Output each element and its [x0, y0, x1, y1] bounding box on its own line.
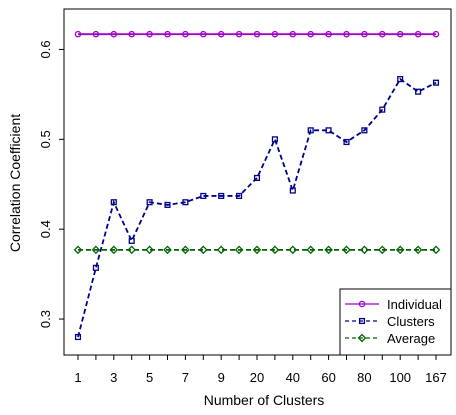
series-average [73, 245, 441, 255]
data-point [235, 30, 243, 38]
legend-item-average: Average [345, 331, 435, 346]
data-point [271, 30, 279, 38]
data-point [127, 245, 137, 255]
data-point [396, 30, 404, 38]
data-point [306, 245, 316, 255]
data-point [91, 245, 101, 255]
data-point [325, 30, 332, 38]
x-tick-label: 80 [357, 370, 371, 385]
data-point [200, 30, 207, 38]
x-tick-label: 20 [250, 370, 264, 385]
data-point [128, 237, 135, 244]
data-point [288, 245, 298, 255]
data-point [431, 245, 441, 255]
series-clusters [74, 76, 440, 341]
x-tick-label: 5 [146, 370, 153, 385]
data-point [343, 30, 350, 38]
legend-box [339, 288, 452, 356]
data-point [110, 199, 117, 206]
x-axis-title: Number of Clusters [204, 392, 325, 408]
data-point [74, 333, 82, 341]
data-point [200, 192, 207, 199]
legend-label: Clusters [387, 314, 435, 329]
data-point [198, 245, 208, 255]
data-point [343, 138, 350, 146]
data-point [145, 245, 154, 255]
y-tick-label: 0.5 [38, 130, 53, 148]
data-point [413, 245, 423, 255]
data-point [128, 30, 135, 38]
data-point [110, 30, 118, 38]
y-tick-label: 0.3 [38, 310, 53, 328]
data-point [163, 245, 172, 255]
data-point [361, 30, 368, 38]
y-axis-title: Correlation Coefficient [7, 114, 23, 252]
data-point [92, 264, 99, 271]
x-tick-label: 100 [389, 370, 411, 385]
legend-item-clusters: Clusters [345, 314, 435, 329]
data-point [253, 30, 261, 38]
data-point [74, 30, 82, 38]
data-point [164, 30, 171, 38]
data-point [234, 245, 244, 255]
data-point [181, 245, 190, 255]
data-point [216, 245, 226, 255]
legend-label: Individual [387, 297, 442, 312]
data-point [289, 187, 296, 194]
data-point [360, 245, 369, 255]
y-tick-label: 0.6 [38, 40, 53, 58]
data-point [109, 245, 119, 255]
data-point [432, 79, 440, 86]
y-axis: 0.3 0.4 0.5 0.6 [38, 40, 64, 328]
data-point [218, 192, 225, 199]
data-point [379, 106, 386, 113]
data-point [253, 174, 261, 182]
data-point [342, 245, 351, 255]
data-point [397, 76, 404, 83]
data-point [217, 30, 225, 38]
data-point [182, 199, 189, 206]
x-tick-label: 3 [110, 370, 117, 385]
data-point [182, 30, 189, 38]
x-tick-label: 60 [321, 370, 335, 385]
x-tick-label: 9 [218, 370, 225, 385]
x-tick-label: 40 [286, 370, 300, 385]
data-point [270, 245, 280, 255]
legend-label: Average [387, 331, 435, 346]
data-point [395, 245, 405, 255]
data-point [324, 245, 333, 255]
data-point [379, 30, 386, 38]
data-point [358, 300, 366, 308]
legend: Individual Clusters Average [339, 288, 452, 356]
x-tick-label: 7 [182, 370, 189, 385]
data-point [236, 192, 243, 199]
data-point [289, 30, 297, 38]
data-point [415, 88, 422, 95]
x-tick-label: 167 [425, 370, 447, 385]
series-line [77, 77, 437, 338]
data-point [307, 127, 314, 134]
data-point [358, 317, 366, 325]
data-point [325, 127, 332, 134]
y-tick-label: 0.4 [38, 220, 53, 238]
series-layer [73, 30, 441, 341]
data-point [146, 199, 153, 206]
data-point [252, 245, 262, 255]
data-point [377, 245, 387, 255]
x-axis: 1 3 5 7 9 20 40 60 80 100 167 [74, 355, 447, 385]
data-point [307, 30, 314, 38]
x-tick-label: 1 [74, 370, 81, 385]
series-individual [74, 30, 440, 38]
data-point [73, 245, 83, 255]
data-point [92, 30, 100, 38]
data-point [146, 30, 153, 38]
data-point [361, 127, 368, 134]
data-point [432, 30, 440, 38]
data-point [357, 333, 367, 343]
legend-item-individual: Individual [345, 297, 442, 312]
data-point [164, 201, 171, 208]
data-point [414, 30, 422, 38]
data-point [271, 136, 278, 143]
